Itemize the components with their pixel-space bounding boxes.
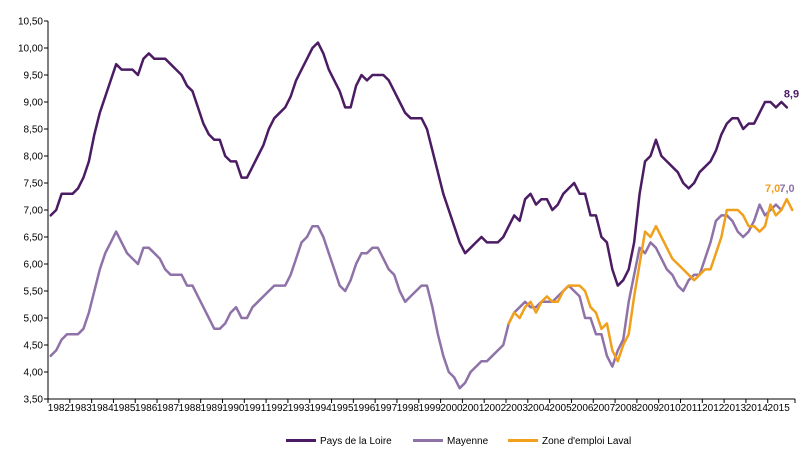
y-tick-label: 8,50	[24, 125, 44, 136]
y-tick-label: 10,50	[18, 17, 43, 28]
y-tick-label: 6,50	[24, 233, 44, 244]
x-tick-label: 1989	[200, 403, 223, 414]
x-tick-label: 1998	[397, 403, 420, 414]
y-tick-label: 3,50	[24, 395, 44, 406]
y-tick-label: 5,50	[24, 287, 44, 298]
x-tick-label: 2010	[658, 403, 681, 414]
x-tick-label: 1992	[266, 403, 289, 414]
x-tick-label: 1988	[179, 403, 202, 414]
x-tick-label: 1984	[91, 403, 114, 414]
legend-item: Mayenne	[413, 436, 489, 447]
y-tick-label: 8,00	[24, 152, 44, 163]
x-tick-label: 2009	[637, 403, 660, 414]
x-tick-label: 1997	[375, 403, 398, 414]
y-tick-label: 9,50	[24, 71, 44, 82]
x-tick-label: 2012	[702, 403, 725, 414]
x-tick-label: 1991	[244, 403, 267, 414]
x-tick-label: 1995	[331, 403, 354, 414]
series-line-pays-de-la-loire	[49, 41, 789, 287]
y-tick-label: 5,00	[24, 314, 44, 325]
legend-label: Mayenne	[447, 436, 489, 447]
y-tick-label: 10,00	[18, 44, 43, 55]
x-tick-label: 2014	[746, 403, 769, 414]
legend-item: Pays de la Loire	[286, 436, 392, 447]
y-tick-label: 7,50	[24, 179, 44, 190]
y-tick-label: 4,00	[24, 368, 44, 379]
x-tick-label: 2003	[506, 403, 529, 414]
end-value-label: 7,0	[779, 183, 794, 195]
x-tick-label: 2000	[440, 403, 463, 414]
x-tick-label: 2005	[549, 403, 572, 414]
x-tick-label: 1987	[157, 403, 180, 414]
x-tick-label: 1986	[135, 403, 158, 414]
x-tick-label: 1996	[353, 403, 376, 414]
x-tick-label: 2007	[593, 403, 616, 414]
x-tick-label: 1982	[48, 403, 71, 414]
x-tick-label: 1985	[113, 403, 136, 414]
legend-item: Zone d'emploi Laval	[508, 436, 631, 447]
x-tick-label: 2011	[681, 403, 703, 414]
legend-label: Pays de la Loire	[320, 436, 392, 447]
series-line-zone-d-emploi-laval	[507, 197, 794, 363]
x-tick-label: 2004	[528, 403, 551, 414]
end-value-label: 8,9	[784, 88, 799, 100]
x-tick-label: 2006	[571, 403, 594, 414]
x-tick-label: 2015	[768, 403, 791, 414]
series-line-mayenne	[49, 203, 783, 390]
x-tick-label: 1999	[419, 403, 442, 414]
x-tick-label: 2013	[724, 403, 747, 414]
y-tick-label: 7,00	[24, 206, 44, 217]
x-tick-label: 2001	[462, 403, 485, 414]
x-tick-label: 1990	[222, 403, 245, 414]
x-tick-label: 2002	[484, 403, 507, 414]
y-tick-label: 9,00	[24, 98, 44, 109]
y-tick-label: 4,50	[24, 341, 44, 352]
end-value-label: 7,0	[765, 183, 780, 195]
x-tick-label: 1994	[310, 403, 333, 414]
y-tick-label: 6,00	[24, 260, 44, 271]
legend-label: Zone d'emploi Laval	[542, 436, 631, 447]
x-tick-label: 2008	[615, 403, 638, 414]
x-tick-label: 1983	[70, 403, 93, 414]
x-tick-label: 1993	[288, 403, 311, 414]
